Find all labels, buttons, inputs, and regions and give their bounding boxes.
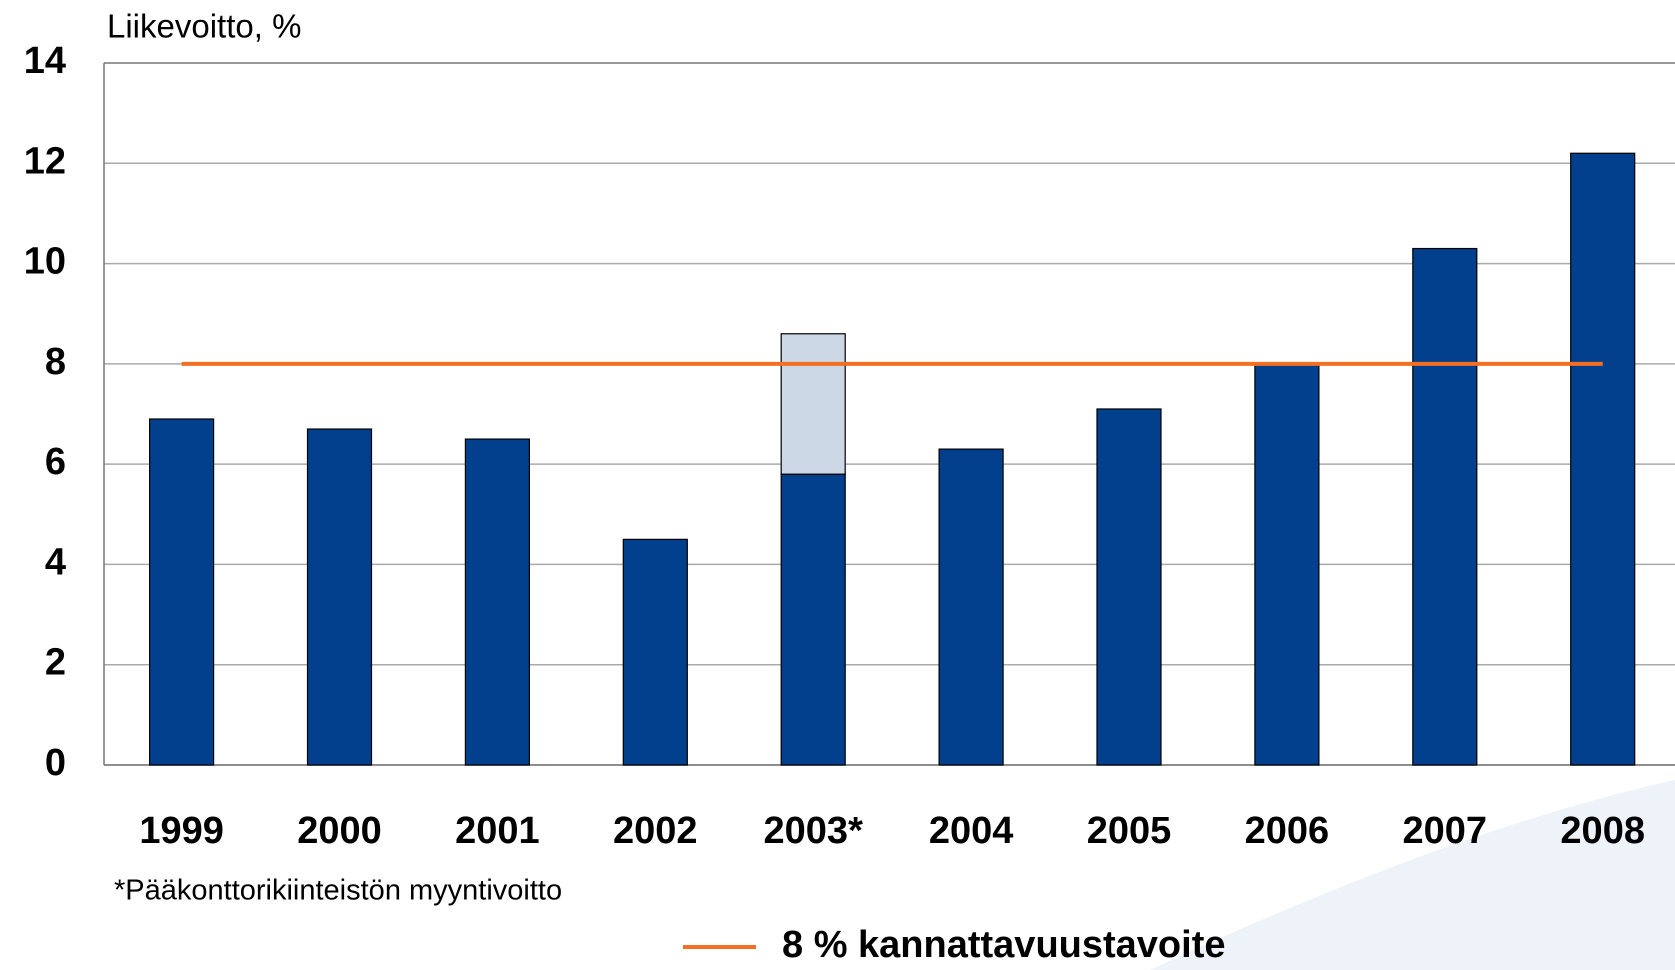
bar [464,438,530,766]
bar [1096,408,1162,766]
bar [780,333,846,475]
bar [149,418,215,766]
bar [938,448,1004,766]
x-tick-label: 2003* [764,810,864,852]
y-tick-label: 14 [24,40,66,82]
y-tick-label: 12 [24,140,66,182]
y-tick-label: 10 [24,241,66,283]
x-tick-label: 2004 [929,810,1014,852]
y-tick-label: 6 [45,441,66,483]
bar [306,428,373,766]
x-tick-label: 2002 [613,810,698,852]
x-tick-label: 2000 [297,810,382,852]
x-tick-label: 2006 [1245,810,1330,852]
x-tick-label: 2007 [1403,810,1488,852]
y-tick-label: 8 [45,341,66,383]
bar [780,473,846,766]
bar [622,538,688,766]
footnote: *Pääkonttorikiinteistön myyntivoitto [114,875,562,907]
background-swoosh [1150,780,1675,970]
x-tick-label: 2008 [1560,810,1645,852]
bar [1254,363,1320,766]
bar [1412,247,1478,766]
y-tick-label: 2 [45,642,66,684]
x-tick-label: 2005 [1087,810,1172,852]
bar [1570,152,1636,766]
x-tick-label: 1999 [139,810,224,852]
x-tick-label: 2001 [455,810,540,852]
y-tick-label: 4 [45,541,66,583]
y-axis-label: Liikevoitto, % [107,8,301,45]
y-tick-label: 0 [45,742,66,784]
legend-label: 8 % kannattavuustavoite [782,924,1225,966]
